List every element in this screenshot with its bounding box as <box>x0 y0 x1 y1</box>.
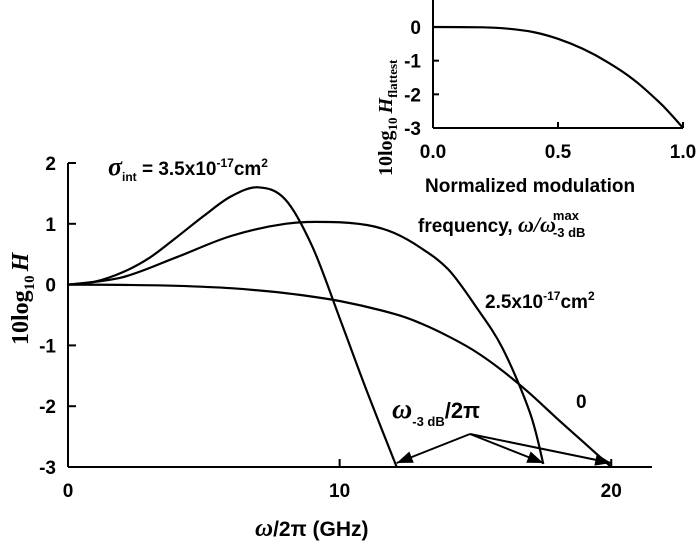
inset-ticks: 0.0 0.5 1.0 0 -1 -2 -3 <box>404 18 696 163</box>
inset-series-line <box>432 25 684 129</box>
inset-x-tick-label: 0.0 <box>420 142 446 163</box>
omega-arrows <box>396 433 612 466</box>
y-tick-label: 2 <box>45 154 56 175</box>
y-tick-label: 0 <box>45 276 56 297</box>
arrow-head <box>594 453 612 466</box>
series-line-1 <box>67 220 545 465</box>
series-line-2 <box>67 283 613 468</box>
sigma-annotation: σint = 3.5x10-17cm2 <box>108 152 268 184</box>
series-line-0 <box>67 186 398 468</box>
x-tick-label: 20 <box>601 481 622 502</box>
inset-chart: 0.0 0.5 1.0 0 -1 -2 -3 10log10Hflattest Normal… <box>375 0 696 240</box>
y-tick-label: -3 <box>39 458 56 479</box>
y-tick-label: 1 <box>45 215 56 236</box>
arrow-head <box>526 451 544 463</box>
omega-3db-annotation: ω-3 dB/2π <box>392 394 480 429</box>
inset-y-axis-label: 10log10Hflattest <box>375 59 400 176</box>
inset-x-label-line1: Normalized modulation <box>425 176 635 197</box>
inset-y-tick-label: 0 <box>410 18 421 39</box>
arrow-head <box>396 451 414 463</box>
ylabel-10log: 10log <box>8 290 34 345</box>
inset-x-label-line2: frequency, ω/ωmax -3 dB <box>418 208 585 240</box>
arrow-shaft <box>469 433 612 464</box>
inset-x-tick-label: 0.5 <box>545 142 572 163</box>
inset-plot-frame <box>432 0 683 129</box>
main-series <box>67 186 613 468</box>
y-tick-label: -1 <box>39 336 56 357</box>
main-x-axis-label: ω/2π (GHz) <box>255 515 369 542</box>
x-tick-label: 0 <box>63 481 74 502</box>
y-tick-label: -2 <box>39 397 56 418</box>
inset-series <box>432 25 684 129</box>
main-y-axis-label: 10log10 H <box>8 251 38 345</box>
inset-x-tick-label: 1.0 <box>670 142 696 163</box>
zero-series-annotation: 0 <box>576 392 587 413</box>
ylabel-H: H <box>8 251 34 272</box>
inset-y-tick-label: -1 <box>404 52 421 73</box>
x-tick-label: 10 <box>329 481 350 502</box>
mid-series-annotation: 2.5x10-17cm2 <box>485 289 595 313</box>
inset-y-tick-label: -2 <box>404 85 421 106</box>
ylabel-sub: 10 <box>22 275 38 290</box>
main-plot-frame <box>67 163 652 468</box>
inset-y-tick-label: -3 <box>404 119 421 140</box>
